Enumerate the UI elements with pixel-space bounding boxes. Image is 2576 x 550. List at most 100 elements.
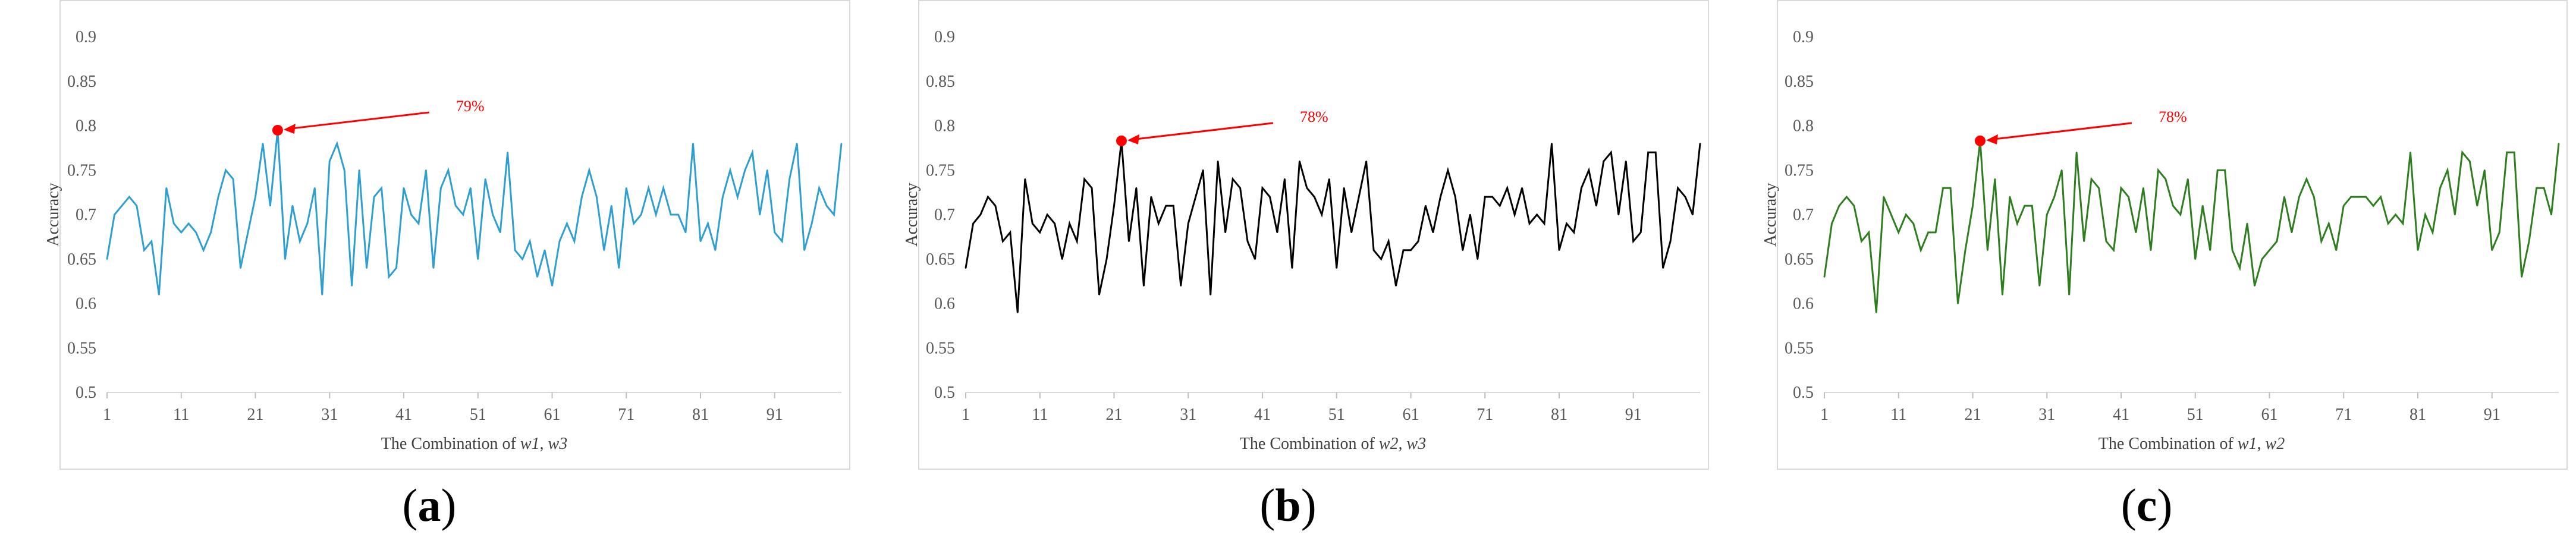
data-point xyxy=(573,240,576,243)
data-point xyxy=(121,205,123,207)
data-point xyxy=(2068,294,2070,296)
data-point xyxy=(1440,196,1441,198)
data-point xyxy=(1143,285,1145,287)
data-point xyxy=(2432,231,2434,234)
data-point xyxy=(1920,249,1922,251)
data-point xyxy=(1581,187,1582,189)
data-point xyxy=(1261,187,1264,189)
caption-a: (a) xyxy=(402,479,457,531)
data-point xyxy=(1299,161,1300,162)
data-point xyxy=(714,249,717,251)
x-tick-label: 81 xyxy=(1551,406,1567,424)
y-tick-label: 0.9 xyxy=(1793,28,1814,46)
x-tick-label: 1 xyxy=(962,406,970,424)
data-point xyxy=(247,231,249,234)
x-tick-label: 71 xyxy=(1477,406,1493,424)
data-point xyxy=(188,222,190,225)
data-point xyxy=(1625,161,1627,162)
data-point xyxy=(2009,196,2011,198)
data-point xyxy=(2031,205,2033,207)
data-point xyxy=(2090,178,2093,180)
y-tick-label: 0.5 xyxy=(934,384,955,402)
y-tick-label: 0.7 xyxy=(76,206,96,224)
y-tick-label: 0.65 xyxy=(1785,250,1814,269)
data-point xyxy=(2046,213,2048,216)
data-point xyxy=(803,249,805,251)
y-tick-label: 0.55 xyxy=(67,339,96,357)
data-point xyxy=(1269,196,1271,198)
data-point xyxy=(2202,205,2204,207)
data-point xyxy=(1069,222,1070,225)
x-axis-title-variables: w1, w3 xyxy=(520,435,567,453)
data-point xyxy=(759,213,761,216)
x-tick-label: 91 xyxy=(766,406,783,424)
highlight-arrow-shaft xyxy=(1130,122,1274,141)
caption-b: (b) xyxy=(1259,479,1317,531)
x-tick-label: 21 xyxy=(1964,406,1981,424)
data-point xyxy=(1677,187,1679,189)
highlight-arrow-shaft xyxy=(287,111,430,130)
data-point xyxy=(2276,240,2278,243)
data-point xyxy=(1150,196,1152,198)
data-point xyxy=(180,231,182,234)
data-point xyxy=(588,169,590,171)
data-point xyxy=(1135,187,1138,189)
data-point xyxy=(2476,205,2478,207)
data-point xyxy=(1662,267,1664,269)
data-point xyxy=(707,222,709,225)
data-point xyxy=(1883,196,1884,198)
series-line xyxy=(1823,140,2560,313)
data-point xyxy=(618,267,620,269)
data-point xyxy=(1987,249,1988,251)
data-point xyxy=(2157,169,2159,171)
caption-letter-b: b xyxy=(1275,479,1301,531)
data-point xyxy=(611,205,612,207)
data-point xyxy=(581,196,583,198)
data-point xyxy=(240,267,241,269)
data-point xyxy=(1640,231,1642,234)
data-point xyxy=(1861,240,1862,243)
data-point xyxy=(1455,196,1456,198)
x-tick-label: 51 xyxy=(470,406,486,424)
data-point xyxy=(410,213,412,216)
data-point xyxy=(1410,249,1412,251)
data-point xyxy=(1232,178,1234,180)
data-point xyxy=(1972,205,1974,207)
data-point xyxy=(255,196,256,198)
data-point xyxy=(514,249,516,251)
y-tick-label: 0.85 xyxy=(67,73,96,91)
data-point xyxy=(1336,267,1337,269)
data-point xyxy=(485,178,486,180)
data-point xyxy=(1669,240,1672,243)
data-point xyxy=(1024,178,1026,180)
data-point xyxy=(1912,222,1914,225)
data-point xyxy=(1632,240,1634,243)
y-tick-label: 0.55 xyxy=(926,339,955,357)
data-point xyxy=(1491,196,1493,198)
data-point xyxy=(544,249,546,251)
line-chart-b: 0.50.550.60.650.70.750.80.850.91 11 21 31 41… xyxy=(903,28,1701,453)
data-point xyxy=(1365,161,1367,162)
data-point xyxy=(774,231,775,234)
data-point xyxy=(1469,213,1471,216)
data-point xyxy=(2499,231,2500,234)
data-point xyxy=(2484,169,2486,171)
data-point xyxy=(684,231,687,234)
data-point xyxy=(1994,178,1996,180)
caption-letter-c: c xyxy=(2136,479,2157,531)
highlight-label: 79% xyxy=(456,98,485,115)
data-point xyxy=(536,276,538,278)
data-point xyxy=(217,196,219,198)
data-point xyxy=(455,205,457,207)
data-point xyxy=(2283,196,2285,198)
data-point xyxy=(225,169,227,171)
data-point xyxy=(1387,240,1390,243)
data-point xyxy=(2024,205,2026,207)
x-tick-label: 11 xyxy=(1890,406,1906,424)
data-point xyxy=(2105,240,2107,243)
data-point xyxy=(2231,249,2233,251)
data-point xyxy=(343,169,345,171)
data-point xyxy=(2165,178,2167,180)
data-point xyxy=(1372,249,1375,251)
data-point xyxy=(291,205,294,207)
